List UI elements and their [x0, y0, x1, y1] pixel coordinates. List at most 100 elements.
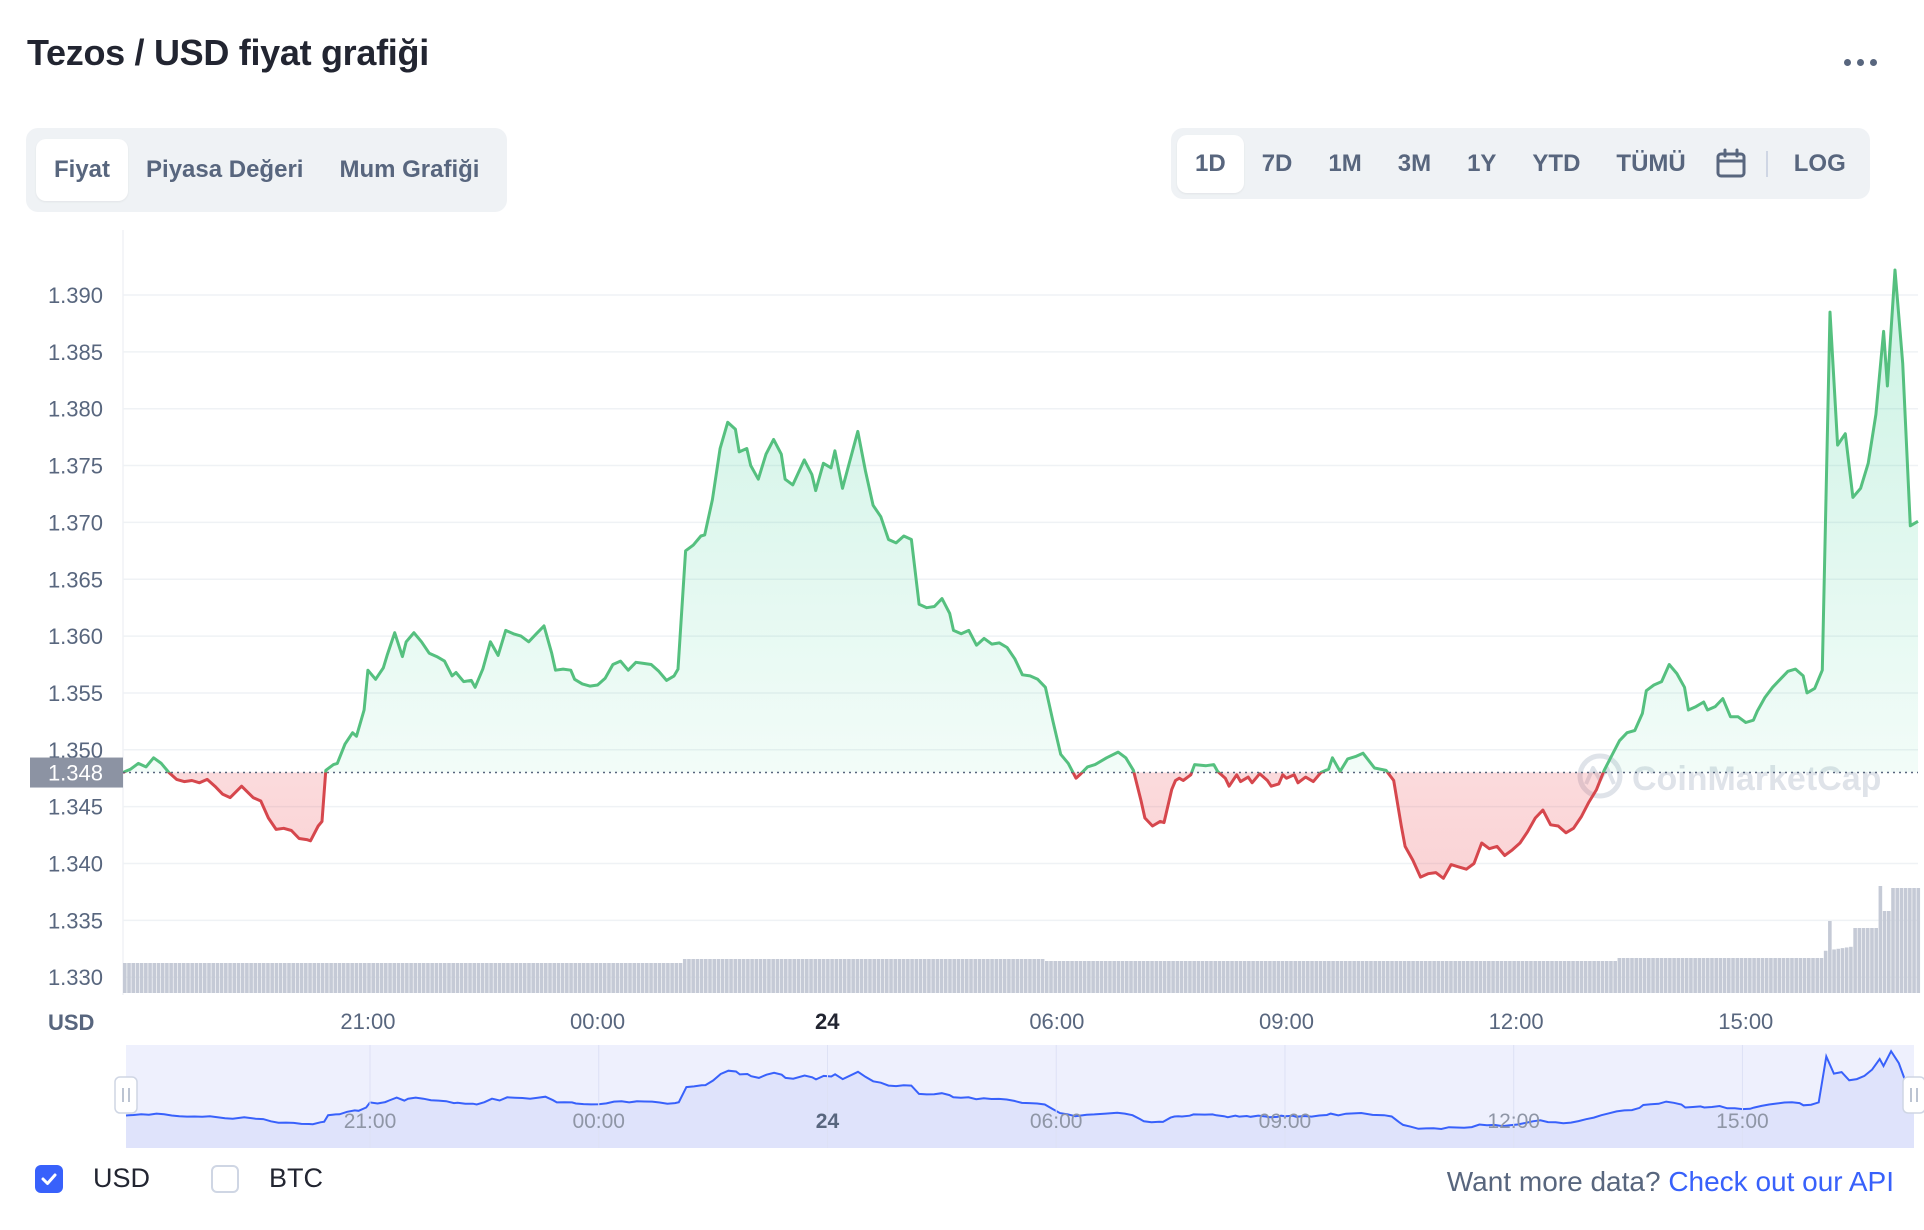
volume-bar — [1015, 959, 1020, 993]
volume-bar — [1710, 958, 1714, 993]
volume-bar — [1036, 959, 1041, 993]
volume-bar — [480, 963, 485, 993]
volume-bar — [1007, 959, 1011, 993]
volume-bar — [384, 963, 388, 993]
api-link[interactable]: Check out our API — [1668, 1166, 1894, 1197]
volume-bar — [1032, 959, 1036, 993]
volume-bar — [577, 963, 582, 993]
volume-bar — [245, 963, 249, 993]
volume-bar — [165, 963, 169, 993]
volume-bar — [413, 963, 418, 993]
volume-bar — [1183, 961, 1188, 993]
volume-bar — [354, 963, 359, 993]
volume-bar — [1722, 958, 1727, 993]
volume-bar — [733, 959, 738, 993]
range-1m[interactable]: 1M — [1328, 149, 1362, 177]
volume-bar — [855, 959, 860, 993]
range-navigator[interactable]: 21:00 00:00 24 06:00 09:00 12:00 15:00 — [114, 1045, 1924, 1148]
volume-bar — [1449, 961, 1453, 993]
navigator-tick-label: 09:00 — [1259, 1110, 1312, 1133]
volume-bar — [1697, 958, 1702, 993]
volume-bar — [994, 959, 999, 993]
volume-bar — [1023, 959, 1028, 993]
volume-bar — [1520, 961, 1525, 993]
volume-bar — [720, 959, 725, 993]
volume-bar — [1049, 961, 1053, 993]
volume-bar — [123, 963, 127, 993]
volume-bar — [1461, 961, 1466, 993]
volume-bar — [1651, 958, 1655, 993]
volume-bar — [1146, 961, 1150, 993]
volume-bar — [1478, 961, 1483, 993]
volume-bar — [1537, 961, 1542, 993]
volume-bar — [531, 963, 535, 993]
volume-bar — [729, 959, 733, 993]
volume-bar — [1659, 958, 1664, 993]
volume-bar — [152, 963, 157, 993]
volume-bar — [1891, 888, 1895, 993]
volume-bar — [931, 959, 935, 993]
volume-bar — [788, 959, 792, 993]
tab-piyasa-degeri[interactable]: Piyasa Değeri — [146, 156, 304, 183]
x-tick-label: 00:00 — [570, 1009, 625, 1034]
volume-bar — [1815, 958, 1820, 993]
volume-bar — [1124, 961, 1129, 993]
volume-bar — [1137, 961, 1142, 993]
volume-bar — [1103, 961, 1108, 993]
calendar-button[interactable] — [1704, 135, 1758, 193]
btc-checkbox[interactable]: BTC — [211, 1163, 323, 1194]
volume-bar — [190, 963, 194, 993]
range-1y[interactable]: 1Y — [1467, 149, 1497, 177]
volume-bar — [767, 959, 771, 993]
volume-bar — [1604, 961, 1609, 993]
volume-bar — [1777, 958, 1782, 993]
volume-bar — [830, 959, 834, 993]
volume-bar — [821, 959, 826, 993]
usd-checkbox[interactable]: USD — [35, 1163, 150, 1194]
more-options-button[interactable] — [1835, 42, 1885, 82]
volume-bar — [464, 963, 468, 993]
range-3m[interactable]: 3M — [1397, 149, 1432, 177]
volume-bar — [897, 959, 902, 993]
tab-mum-grafigi[interactable]: Mum Grafiği — [339, 156, 480, 183]
volume-bar — [746, 959, 750, 993]
volume-bar — [312, 963, 317, 993]
volume-bar — [1541, 961, 1546, 993]
volume-bar — [1428, 961, 1432, 993]
range-7d[interactable]: 7D — [1261, 149, 1293, 177]
volume-bar — [1849, 946, 1853, 993]
navigator-handle-left[interactable] — [114, 1076, 138, 1114]
volume-bar — [1373, 961, 1377, 993]
volume-bar — [1251, 961, 1255, 993]
volume-bar — [712, 959, 717, 993]
volume-bar — [1238, 961, 1243, 993]
volume-bar — [426, 963, 430, 993]
volume-bar — [880, 959, 885, 993]
volume-bar — [868, 959, 872, 993]
volume-bar — [1773, 958, 1777, 993]
volume-bar — [1562, 961, 1567, 993]
range-all[interactable]: TÜMÜ — [1616, 149, 1686, 177]
volume-bar — [160, 963, 165, 993]
range-ytd[interactable]: YTD — [1532, 149, 1581, 177]
volume-bar — [1167, 961, 1171, 993]
volume-bar — [1053, 961, 1058, 993]
volume-bar — [1120, 961, 1125, 993]
volume-bar — [232, 963, 237, 993]
volume-bar — [1545, 961, 1550, 993]
tab-fiyat[interactable]: Fiyat — [36, 139, 129, 201]
volume-bar — [889, 959, 893, 993]
navigator-handle-right[interactable] — [1902, 1076, 1924, 1114]
volume-bar — [548, 963, 552, 993]
volume-bar — [1886, 911, 1891, 993]
log-scale-toggle[interactable]: LOG — [1793, 149, 1846, 177]
volume-bar — [1133, 961, 1138, 993]
volume-bar — [240, 963, 245, 993]
volume-bar — [590, 963, 594, 993]
volume-bar — [362, 963, 367, 993]
volume-bar — [1714, 958, 1718, 993]
range-1d[interactable]: 1D — [1177, 134, 1244, 193]
volume-bar — [1158, 961, 1163, 993]
volume-bar — [1289, 961, 1293, 993]
volume-bar — [442, 963, 447, 993]
